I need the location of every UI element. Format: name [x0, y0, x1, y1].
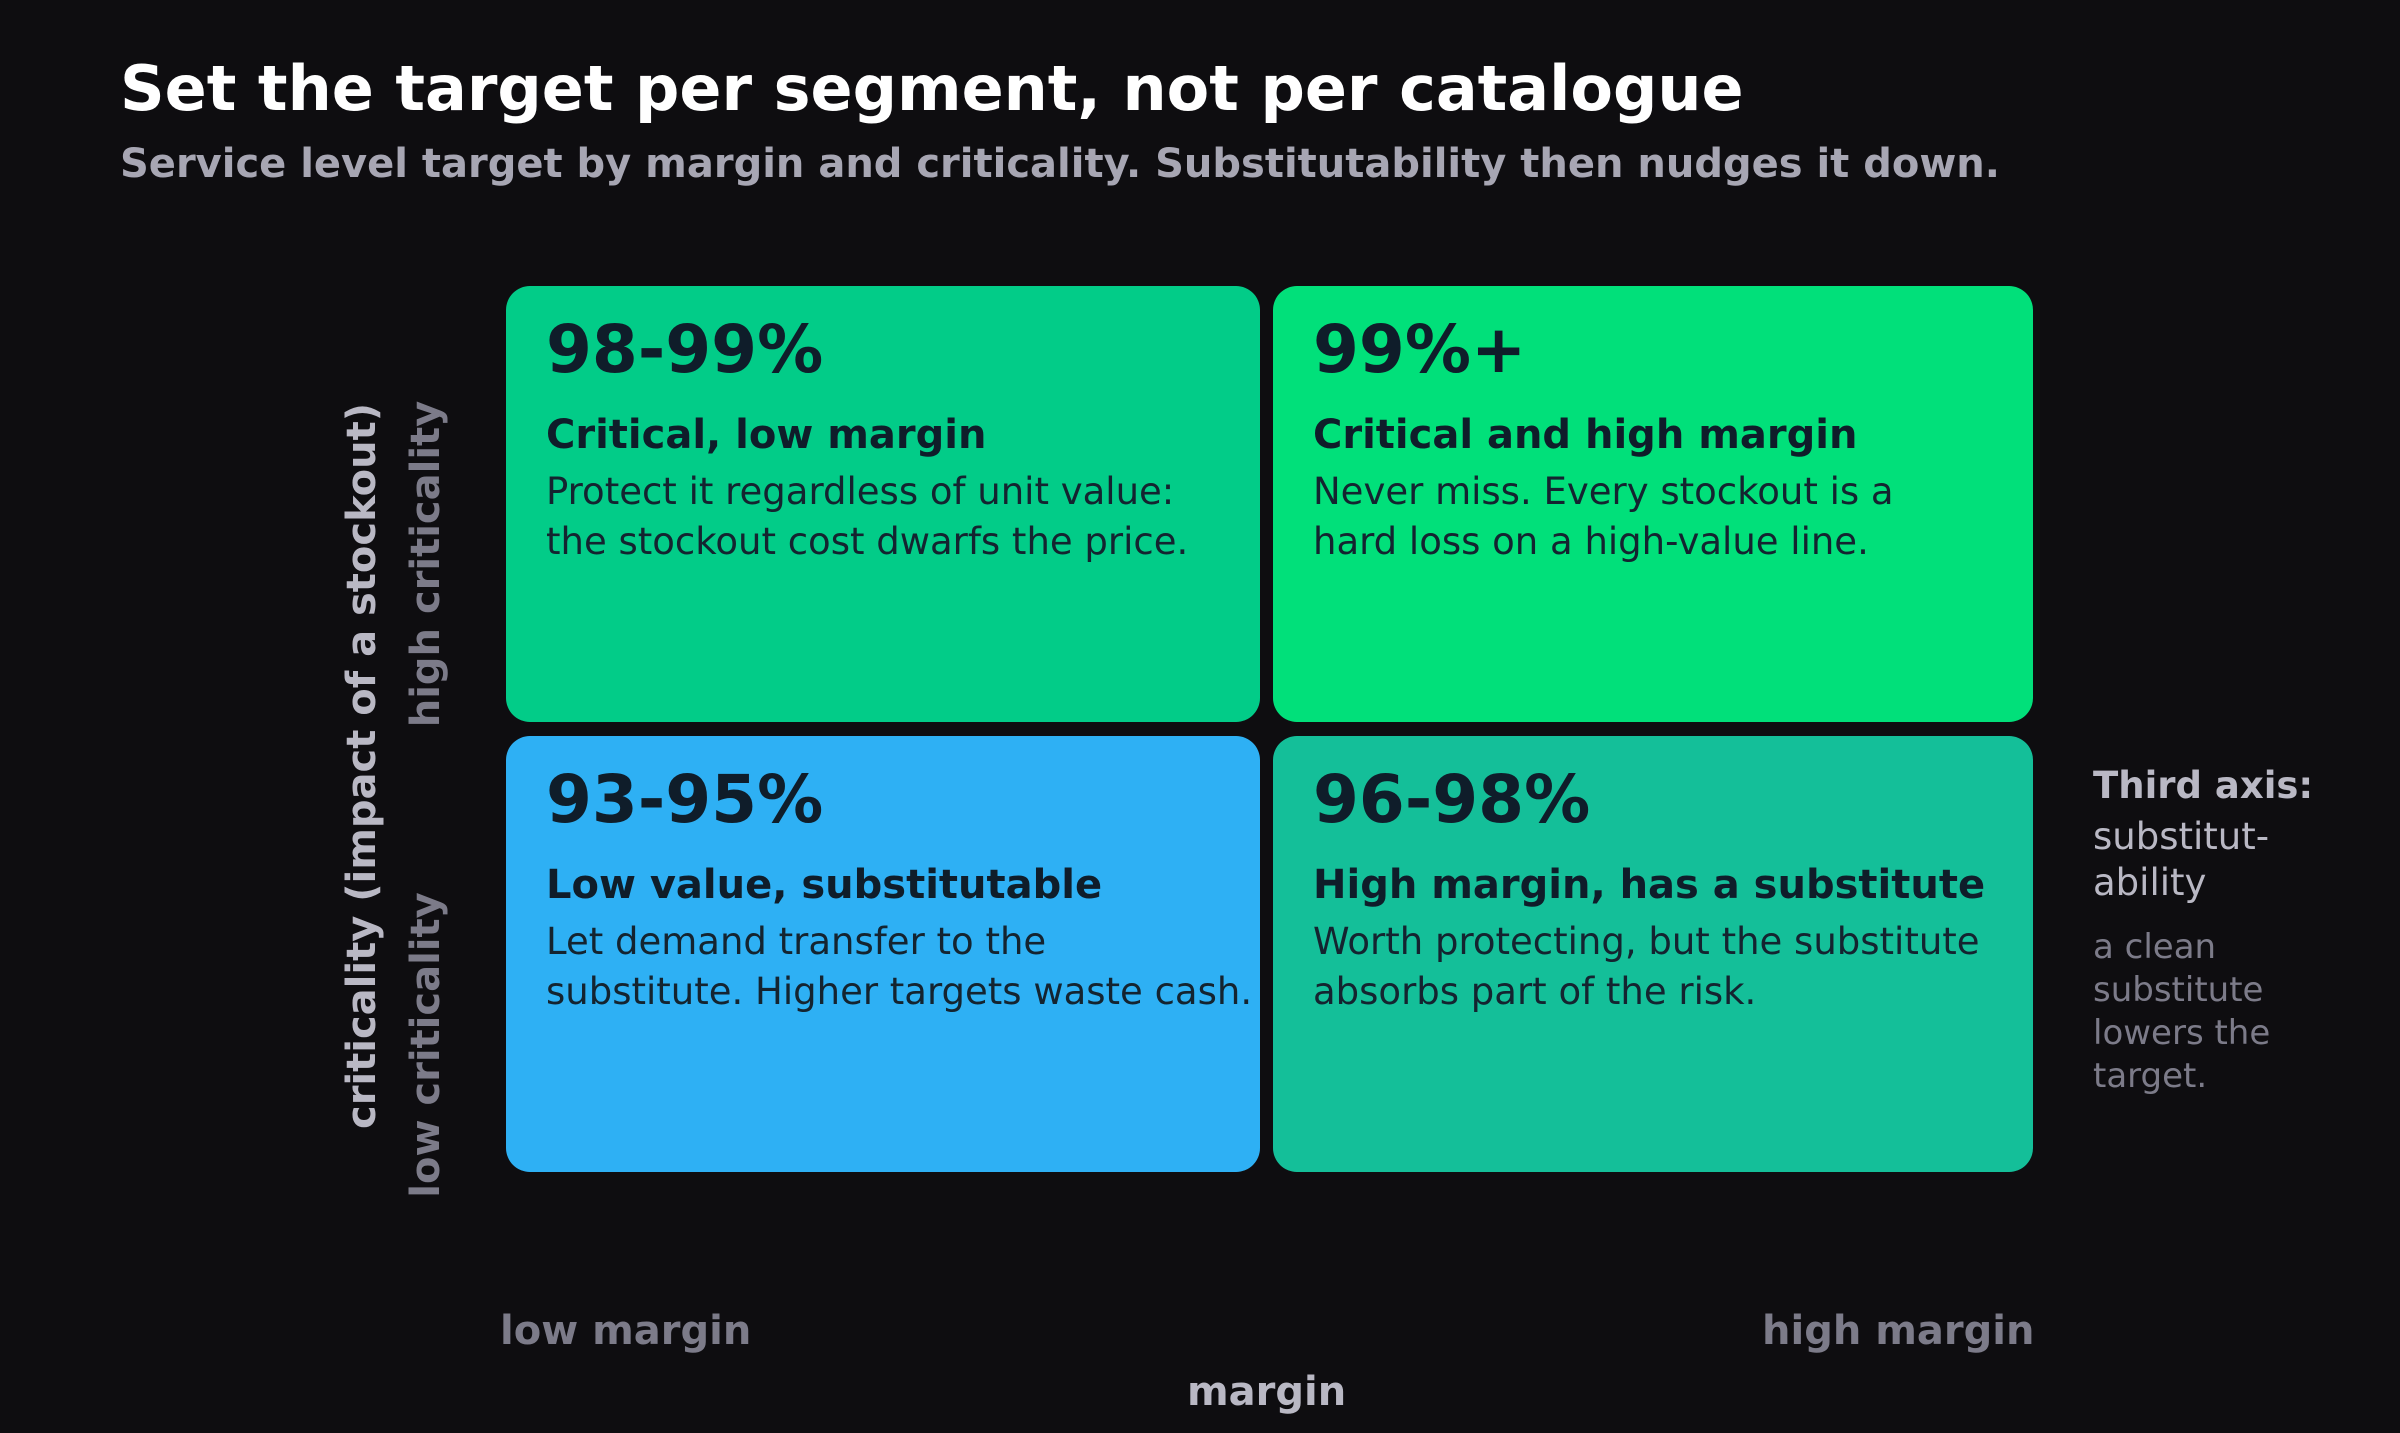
third-axis-name-line: ability: [2093, 861, 2207, 905]
cell-heading: High margin, has a substitute: [1313, 861, 1986, 908]
cell-description: Protect it regardless of unit value: the…: [546, 467, 1246, 567]
page-title: Set the target per segment, not per cata…: [120, 52, 1744, 125]
cell-description: Worth protecting, but the substitute abs…: [1313, 917, 2013, 1017]
cell-target: 96-98%: [1313, 761, 1591, 838]
x-axis-title: margin: [1187, 1369, 1347, 1415]
third-axis-name-line: substitut-: [2093, 815, 2270, 859]
y-label-high: high criticality: [403, 400, 449, 728]
y-label-low: low criticality: [403, 892, 449, 1198]
cell-description-line: substitute. Higher targets waste cash.: [546, 969, 1253, 1013]
cell-description-line: Worth protecting, but the substitute: [1313, 919, 1980, 963]
cell-low-value-substitutable: 93-95% Low value, substitutable Let dema…: [506, 736, 1260, 1172]
cell-description-line: absorbs part of the risk.: [1313, 969, 1757, 1013]
cell-description-line: hard loss on a high-value line.: [1313, 519, 1869, 563]
cell-target: 99%+: [1313, 311, 1527, 388]
cell-description-line: Protect it regardless of unit value:: [546, 469, 1175, 513]
third-axis-explanation: a clean substitute lowers the target.: [2093, 926, 2383, 1098]
third-axis-note-line: lowers the: [2093, 1013, 2271, 1054]
third-axis-note-line: a clean: [2093, 927, 2217, 968]
x-label-low: low margin: [500, 1308, 752, 1354]
cell-critical-low-margin: 98-99% Critical, low margin Protect it r…: [506, 286, 1260, 722]
cell-description-line: Let demand transfer to the: [546, 919, 1047, 963]
cell-description: Never miss. Every stockout is a hard los…: [1313, 467, 2013, 567]
cell-target: 98-99%: [546, 311, 824, 388]
third-axis-note-line: target.: [2093, 1056, 2208, 1097]
cell-heading: Critical and high margin: [1313, 411, 1858, 458]
cell-high-margin-substitute: 96-98% High margin, has a substitute Wor…: [1273, 736, 2033, 1172]
third-axis-heading: Third axis:: [2093, 764, 2314, 807]
cell-heading: Low value, substitutable: [546, 861, 1103, 908]
cell-target: 93-95%: [546, 761, 824, 838]
third-axis-note: Third axis: substitut- ability a clean s…: [2093, 764, 2383, 1098]
cell-description: Let demand transfer to the substitute. H…: [546, 917, 1253, 1017]
cell-description-line: Never miss. Every stockout is a: [1313, 469, 1894, 513]
third-axis-name: substitut- ability: [2093, 814, 2383, 906]
x-label-high: high margin: [1762, 1308, 2035, 1354]
cell-heading: Critical, low margin: [546, 411, 987, 458]
third-axis-note-line: substitute: [2093, 970, 2264, 1011]
page-subtitle: Service level target by margin and criti…: [120, 141, 2000, 187]
cell-description-line: the stockout cost dwarfs the price.: [546, 519, 1189, 563]
cell-critical-high-margin: 99%+ Critical and high margin Never miss…: [1273, 286, 2033, 722]
y-axis-title: criticality (impact of a stockout): [339, 402, 385, 1130]
